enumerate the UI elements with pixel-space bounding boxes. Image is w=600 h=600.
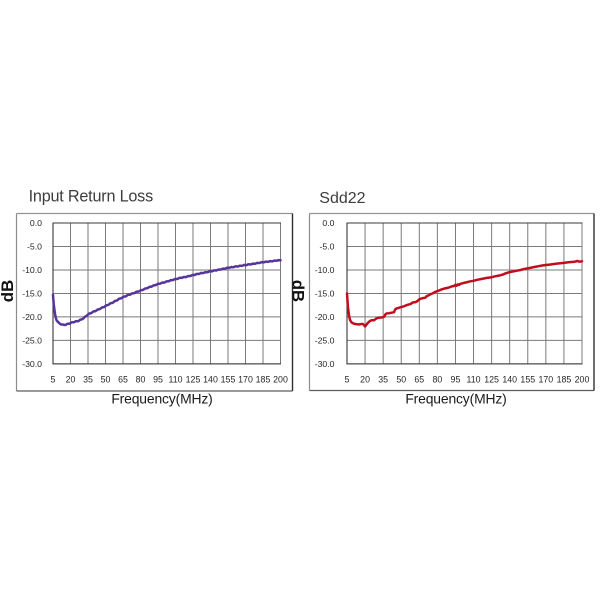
svg-text:0.0: 0.0 bbox=[322, 218, 334, 228]
svg-text:-30.0: -30.0 bbox=[315, 359, 335, 369]
svg-text:185: 185 bbox=[256, 375, 271, 385]
svg-text:140: 140 bbox=[502, 375, 517, 385]
svg-text:80: 80 bbox=[432, 375, 442, 385]
svg-text:Input Return Loss: Input Return Loss bbox=[29, 187, 153, 205]
svg-text:185: 185 bbox=[557, 375, 572, 385]
svg-text:20: 20 bbox=[66, 375, 76, 385]
svg-text:-30.0: -30.0 bbox=[22, 359, 42, 369]
svg-text:125: 125 bbox=[186, 375, 201, 385]
svg-text:110: 110 bbox=[168, 375, 182, 385]
svg-text:110: 110 bbox=[467, 375, 481, 385]
svg-text:dB: dB bbox=[0, 280, 17, 302]
svg-text:-10.0: -10.0 bbox=[315, 265, 335, 275]
svg-text:170: 170 bbox=[238, 375, 253, 385]
svg-text:155: 155 bbox=[520, 375, 535, 385]
svg-text:80: 80 bbox=[136, 375, 146, 385]
svg-text:-15.0: -15.0 bbox=[315, 289, 335, 299]
svg-text:-20.0: -20.0 bbox=[315, 312, 335, 322]
svg-text:155: 155 bbox=[221, 375, 236, 385]
svg-text:-25.0: -25.0 bbox=[22, 336, 42, 346]
svg-text:65: 65 bbox=[118, 375, 128, 385]
svg-text:0.0: 0.0 bbox=[30, 218, 42, 228]
svg-text:95: 95 bbox=[153, 375, 163, 385]
svg-text:50: 50 bbox=[396, 375, 406, 385]
svg-text:170: 170 bbox=[539, 375, 554, 385]
svg-text:-5.0: -5.0 bbox=[27, 242, 42, 252]
svg-text:50: 50 bbox=[101, 375, 111, 385]
svg-text:140: 140 bbox=[203, 375, 218, 385]
svg-text:Frequency(MHz): Frequency(MHz) bbox=[111, 390, 212, 406]
svg-text:5: 5 bbox=[345, 375, 350, 385]
svg-text:200: 200 bbox=[273, 375, 288, 385]
svg-text:20: 20 bbox=[360, 375, 370, 385]
svg-text:95: 95 bbox=[451, 375, 461, 385]
svg-text:35: 35 bbox=[378, 375, 388, 385]
svg-text:35: 35 bbox=[83, 375, 93, 385]
svg-text:-20.0: -20.0 bbox=[22, 312, 42, 322]
svg-text:Frequency(MHz): Frequency(MHz) bbox=[405, 390, 506, 406]
svg-text:dB: dB bbox=[288, 280, 307, 302]
svg-text:-15.0: -15.0 bbox=[22, 289, 42, 299]
svg-text:Sdd22: Sdd22 bbox=[319, 190, 365, 207]
svg-text:-25.0: -25.0 bbox=[315, 336, 335, 346]
svg-text:65: 65 bbox=[414, 375, 424, 385]
svg-text:5: 5 bbox=[51, 375, 56, 385]
svg-text:125: 125 bbox=[484, 375, 499, 385]
svg-text:200: 200 bbox=[575, 375, 590, 385]
svg-text:-10.0: -10.0 bbox=[22, 265, 42, 275]
svg-text:-5.0: -5.0 bbox=[320, 242, 335, 252]
